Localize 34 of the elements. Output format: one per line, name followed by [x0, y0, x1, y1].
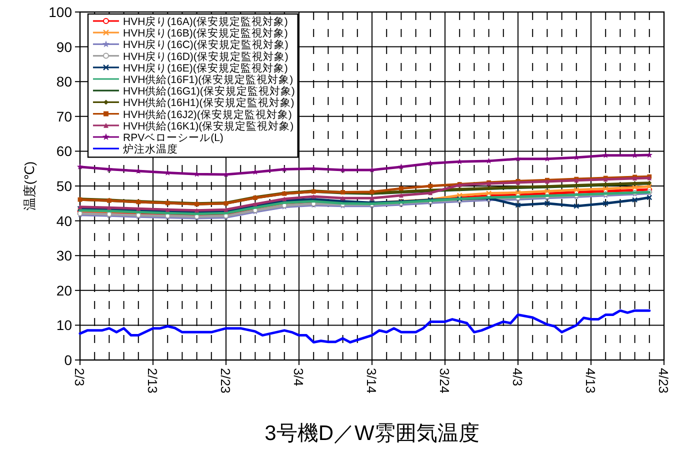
- legend-label: HVH供給(16G1)(保安規定監視対象): [123, 84, 295, 98]
- legend-label: HVH供給(16H1)(保安規定監視対象): [123, 96, 294, 110]
- legend-label: HVH戻り(16C)(保安規定監視対象): [123, 38, 288, 52]
- legend-label: HVH戻り(16E)(保安規定監視対象): [123, 61, 288, 74]
- y-tick-label: 60: [56, 143, 72, 160]
- legend-label: RPVベローシール(L): [123, 132, 224, 144]
- y-tick-label: 30: [56, 248, 72, 264]
- y-tick-label: 40: [56, 212, 72, 229]
- x-tick-label: 2/3: [72, 368, 87, 386]
- legend-label: HVH供給(16K1)(保安規定監視対象): [123, 119, 294, 132]
- x-tick-label: 4/13: [583, 368, 598, 394]
- x-tick-label: 4/3: [510, 368, 525, 386]
- y-tick-label: 0: [64, 352, 72, 368]
- x-tick-label: 2/23: [218, 368, 233, 394]
- legend-label: 炉注水温度: [123, 142, 178, 156]
- legend-label: HVH戻り(16A)(保安規定監視対象): [123, 15, 288, 28]
- x-tick-label: 3/4: [291, 368, 306, 386]
- legend-label: HVH供給(16F1)(保安規定監視対象): [123, 73, 294, 86]
- legend-label: HVH供給(16J2)(保安規定監視対象): [123, 108, 292, 121]
- y-tick-label: 20: [56, 282, 72, 298]
- x-tick-label: 3/24: [437, 368, 452, 394]
- x-tick-label: 4/23: [656, 368, 671, 394]
- y-tick-label: 10: [56, 317, 72, 334]
- y-tick-label: 50: [56, 178, 72, 194]
- x-tick-label: 2/13: [145, 368, 160, 394]
- y-tick-label: 90: [56, 38, 72, 55]
- y-tick-label: 70: [56, 108, 72, 124]
- legend-label: HVH戻り(16D)(保安規定監視対象): [123, 50, 288, 63]
- legend-label: HVH戻り(16B)(保安規定監視対象): [123, 26, 288, 40]
- y-tick-label: 100: [48, 4, 72, 20]
- y-tick-label: 80: [56, 74, 72, 90]
- y-axis-title: 温度(℃): [22, 161, 37, 211]
- text: 3号機D／W雰囲気温度: [264, 422, 480, 445]
- x-tick-label: 3/14: [364, 368, 379, 394]
